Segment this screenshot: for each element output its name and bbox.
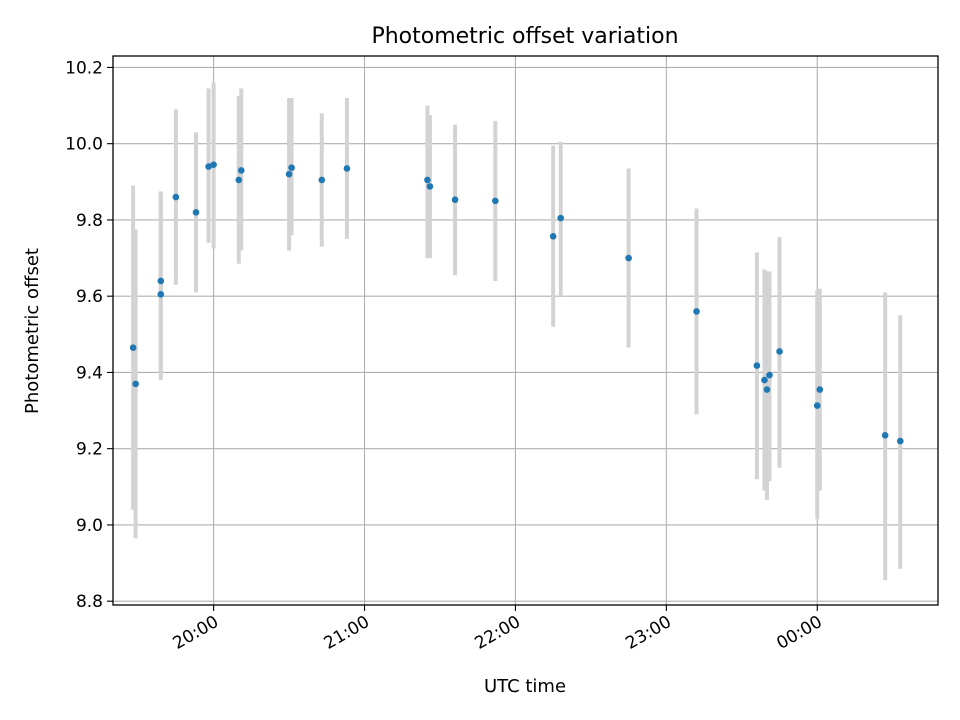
data-point — [132, 380, 139, 388]
data-point — [285, 170, 293, 178]
data-point — [881, 432, 889, 439]
data-point — [424, 176, 431, 184]
y-tick-label: 10.0 — [65, 135, 103, 155]
data-point — [235, 176, 243, 184]
x-axis-label: UTC time — [484, 676, 566, 697]
plot-frame — [112, 55, 939, 606]
data-point — [192, 209, 200, 216]
chart-title: Photometric offset variation — [371, 24, 678, 49]
data-point — [776, 348, 783, 355]
y-tick-label: 9.0 — [76, 516, 103, 536]
data-point — [157, 290, 165, 298]
data-point — [896, 437, 904, 445]
data-point — [549, 233, 557, 240]
data-point — [761, 376, 768, 384]
y-tick-label: 9.2 — [76, 440, 103, 460]
data-point — [763, 386, 771, 393]
data-point — [753, 362, 761, 369]
data-point — [205, 163, 212, 170]
data-point — [766, 371, 773, 379]
data-point — [172, 193, 180, 201]
data-point — [343, 165, 351, 172]
data-point — [129, 344, 137, 351]
data-point — [157, 277, 165, 285]
data-point — [557, 214, 565, 222]
data-point — [237, 167, 245, 174]
data-point — [210, 161, 217, 168]
data-point — [693, 308, 700, 315]
data-point — [318, 176, 326, 184]
data-point — [426, 183, 434, 190]
y-tick-label: 8.8 — [76, 592, 103, 612]
y-tick-label: 9.4 — [76, 363, 103, 383]
data-point — [813, 402, 821, 409]
y-tick-label: 9.6 — [76, 287, 103, 307]
y-tick-label: 9.8 — [76, 211, 103, 231]
data-point — [288, 164, 295, 172]
data-point — [451, 196, 459, 204]
data-point — [625, 254, 632, 262]
data-point — [492, 197, 499, 205]
data-point — [816, 386, 824, 393]
y-axis-label: Photometric offset — [22, 248, 43, 414]
y-tick-label: 10.2 — [65, 58, 103, 78]
point-layer — [129, 161, 904, 445]
